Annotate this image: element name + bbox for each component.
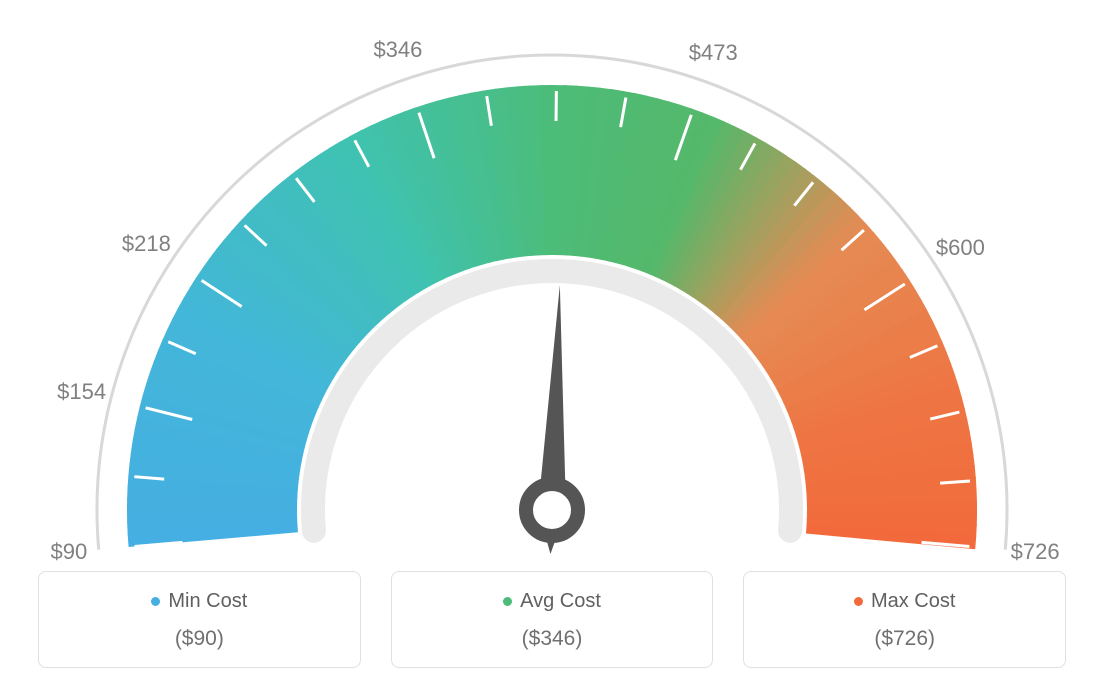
summary-title-max-text: Max Cost [871, 590, 955, 613]
gauge-tick-label: $90 [50, 539, 87, 565]
gauge-tick-label: $600 [936, 235, 985, 261]
summary-title-avg-text: Avg Cost [520, 590, 601, 613]
summary-title-min-text: Min Cost [168, 590, 247, 613]
summary-card-max: Max Cost ($726) [743, 571, 1066, 668]
gauge-tick-label: $473 [689, 40, 738, 66]
dot-icon-avg [503, 597, 512, 606]
summary-value-min: ($90) [49, 627, 350, 651]
summary-value-avg: ($346) [402, 627, 703, 651]
gauge-svg [0, 10, 1104, 570]
summary-title-min: Min Cost [151, 590, 247, 613]
summary-value-max: ($726) [754, 627, 1055, 651]
summary-card-min: Min Cost ($90) [38, 571, 361, 668]
gauge-tick-label: $346 [373, 37, 422, 63]
dot-icon-min [151, 597, 160, 606]
summary-title-avg: Avg Cost [503, 590, 601, 613]
dot-icon-max [854, 597, 863, 606]
gauge-tick-label: $726 [1011, 539, 1060, 565]
gauge-tick-label: $218 [122, 231, 171, 257]
gauge-tick-label: $154 [57, 379, 106, 405]
summary-card-avg: Avg Cost ($346) [391, 571, 714, 668]
cost-gauge: $90$154$218$346$473$600$726 [0, 0, 1104, 560]
summary-row: Min Cost ($90) Avg Cost ($346) Max Cost … [38, 571, 1066, 668]
summary-title-max: Max Cost [854, 590, 955, 613]
